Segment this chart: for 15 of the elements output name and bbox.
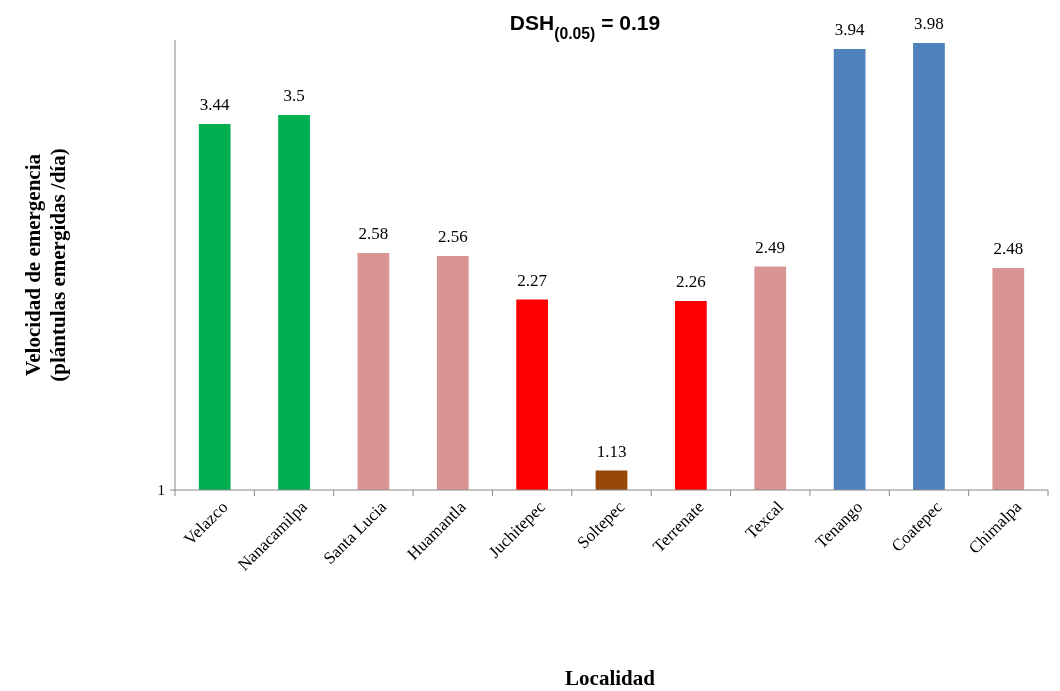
data-label: 3.44 — [199, 95, 231, 114]
data-label: 2.26 — [675, 272, 706, 291]
data-label: 3.94 — [834, 20, 865, 39]
text: 1 — [157, 482, 165, 499]
data-label: 2.58 — [358, 224, 389, 243]
chart-title: DSH$_{(0.05)}$ = 0.19 — [509, 11, 661, 42]
data-label: 2.56 — [437, 227, 468, 246]
data-label: 3.5 — [283, 86, 305, 105]
data-label: 2.48 — [993, 239, 1024, 258]
data-label: 2.49 — [755, 237, 786, 257]
data-label: 3.98 — [914, 14, 944, 33]
data-label: 2.27 — [517, 270, 548, 290]
x-axis-title: Localidad — [565, 666, 656, 690]
data-label: 1.13 — [596, 441, 627, 461]
y-axis-title: Velocidad de emergencia (plántulas emergidas /día) — [21, 148, 70, 382]
